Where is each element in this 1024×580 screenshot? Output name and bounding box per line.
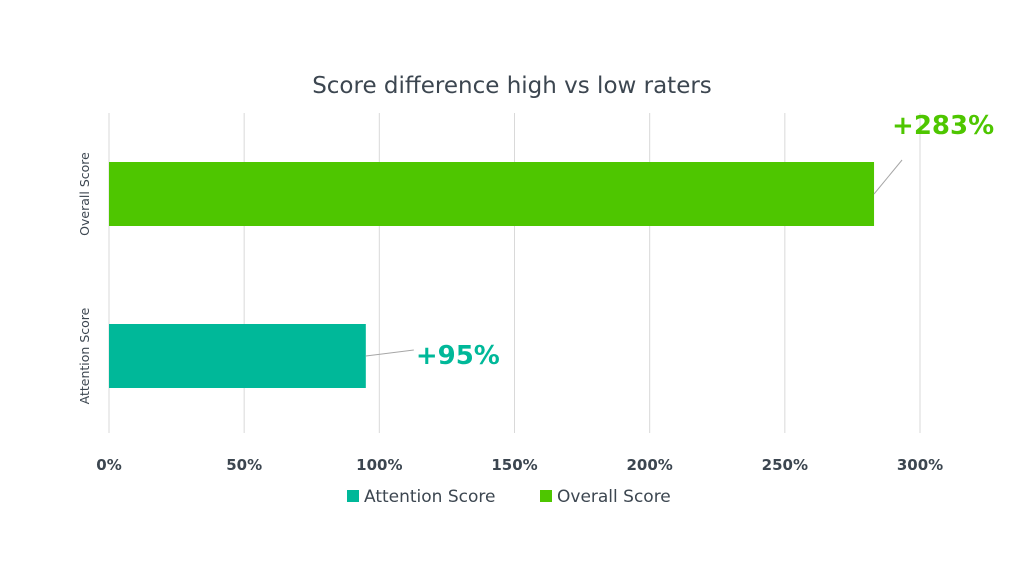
legend-swatch	[347, 490, 359, 502]
x-tick-label: 100%	[356, 456, 402, 474]
bar-attention-score	[109, 324, 366, 388]
data-labels: +283% +95%	[365, 111, 994, 371]
data-label: +95%	[416, 341, 500, 371]
bars	[109, 162, 875, 388]
chart-title: Score difference high vs low raters	[312, 73, 712, 99]
x-tick-label: 50%	[226, 456, 262, 474]
axis: 0% 50% 100% 150% 200% 250% 300% Overall Score At…	[77, 152, 943, 474]
y-tick-label: Overall Score	[77, 152, 92, 236]
bar-overall-score	[109, 162, 875, 226]
x-tick-label: 0%	[96, 456, 121, 474]
x-tick-label: 150%	[491, 456, 537, 474]
legend: Attention Score Overall Score	[347, 487, 671, 507]
legend-label: Attention Score	[364, 487, 495, 507]
y-tick-label: Attention Score	[77, 307, 92, 404]
legend-swatch	[540, 490, 552, 502]
data-label-leader	[873, 159, 903, 195]
x-tick-label: 300%	[897, 456, 943, 474]
x-tick-label: 250%	[762, 456, 808, 474]
legend-label: Overall Score	[557, 487, 671, 507]
x-tick-label: 200%	[626, 456, 672, 474]
data-label-leader	[365, 349, 414, 357]
data-label: +283%	[892, 111, 994, 141]
